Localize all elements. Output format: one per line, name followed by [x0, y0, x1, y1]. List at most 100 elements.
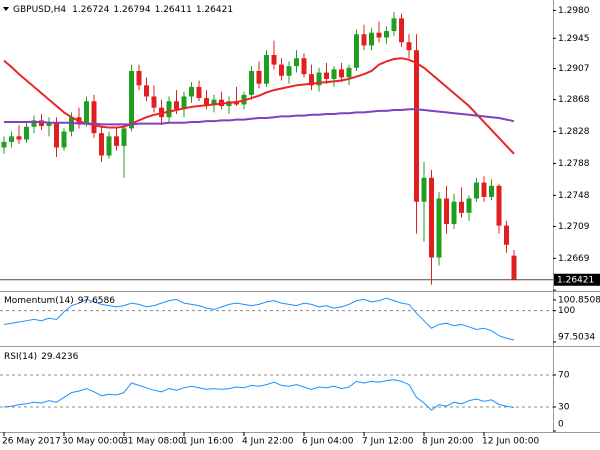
candle-body — [331, 69, 337, 79]
candle-body — [309, 74, 314, 86]
x-tick-label: 12 Jun 00:00 — [482, 437, 539, 447]
candle-body — [496, 185, 502, 226]
low-value: 1.26411 — [155, 5, 192, 15]
candle-body — [451, 201, 457, 225]
candle-body — [264, 55, 269, 84]
y-tick-label: 97.5034 — [558, 333, 595, 343]
x-tick-label: 4 Jun 22:00 — [242, 437, 294, 447]
candle-body — [481, 182, 487, 197]
candle-body — [144, 85, 149, 97]
x-tick-label: 8 Jun 20:00 — [422, 437, 474, 447]
current-price-label: 1.26421 — [557, 275, 594, 285]
y-tick-label: 1.2945 — [558, 34, 590, 44]
candle-body — [69, 117, 74, 132]
candle-body — [504, 225, 509, 245]
current-price-box — [554, 273, 600, 286]
candle-body — [61, 131, 67, 148]
candle-body — [436, 198, 442, 258]
chart-header: GBPUSD,H4 1.26724 1.26794 1.26411 1.26421 — [13, 5, 233, 15]
candle-body — [129, 70, 134, 129]
candle-body — [399, 18, 404, 43]
chart-title: GBPUSD,H4 — [13, 5, 66, 15]
candle-body — [459, 201, 464, 213]
candle-body — [211, 99, 217, 105]
indicator-line — [3, 297, 515, 341]
candle-body — [9, 136, 14, 142]
candle-body — [406, 42, 412, 51]
candle-body — [384, 31, 389, 38]
candle-body — [279, 64, 284, 76]
candle-body — [106, 136, 112, 156]
candle-body — [301, 58, 307, 75]
candle-body — [136, 70, 142, 86]
moving-average — [4, 108, 515, 126]
candle-body — [181, 96, 187, 110]
y-tick-label: 1.2868 — [558, 95, 590, 105]
candle-body — [271, 55, 277, 65]
y-tick-label: 1.2828 — [558, 127, 590, 137]
close-value: 1.26421 — [196, 5, 233, 15]
high-value: 1.26794 — [113, 5, 150, 15]
candle-body — [46, 121, 52, 126]
candle-body — [91, 101, 97, 134]
candle-body — [189, 86, 194, 97]
open-value: 1.26724 — [72, 5, 109, 15]
candle-body — [474, 182, 479, 199]
candle-body — [114, 136, 119, 146]
candle-body — [421, 177, 427, 202]
y-tick-label: 70 — [558, 371, 570, 381]
candle-body — [429, 177, 434, 258]
y-tick-label: 1.2748 — [558, 191, 590, 201]
candle-body — [1, 141, 7, 148]
x-tick-label: 7 Jun 12:00 — [362, 437, 414, 447]
indicator-value: 29.4236 — [41, 352, 78, 362]
candle-body — [511, 255, 517, 280]
candle-body — [16, 136, 22, 140]
candle-body — [369, 32, 374, 46]
candle-body — [294, 58, 299, 67]
candle-body — [316, 72, 322, 86]
x-tick-label: 26 May 2017 — [2, 437, 61, 447]
y-tick-label: 1.2709 — [558, 222, 590, 232]
indicator-value: 97.6586 — [78, 296, 115, 306]
candle-body — [151, 96, 157, 108]
indicator-header: Momentum(14) 97.6586 — [4, 296, 115, 306]
x-tick-label: 30 May 00:00 — [62, 437, 124, 447]
candle-body — [324, 72, 329, 79]
indicator-line — [3, 379, 515, 411]
candle-body — [174, 101, 179, 110]
y-tick-label: 1.2669 — [558, 254, 590, 264]
x-tick-label: 31 May 08:00 — [122, 437, 184, 447]
candle-body — [39, 120, 44, 126]
candle-body — [196, 86, 202, 99]
candle-body — [31, 120, 37, 127]
candle-body — [354, 34, 359, 68]
candle-body — [166, 101, 172, 118]
x-tick-label: 6 Jun 04:00 — [302, 437, 354, 447]
candle-body — [391, 18, 397, 32]
y-tick-label: 30 — [558, 403, 570, 413]
candle-body — [204, 98, 209, 105]
candle-body — [249, 70, 254, 95]
indicator-title: RSI(14) — [4, 352, 37, 362]
candle-body — [466, 198, 472, 213]
candle-body — [361, 34, 367, 46]
indicator-header: RSI(14) 29.4236 — [4, 352, 79, 362]
candle-body — [54, 121, 59, 148]
candle-body — [444, 198, 449, 225]
candle-body — [346, 67, 352, 78]
candle-body — [339, 69, 344, 78]
y-tick-label: 100.8508 — [558, 296, 600, 306]
y-tick-label: 0 — [558, 420, 564, 430]
y-tick-label: 1.2788 — [558, 159, 590, 169]
candle-body — [376, 32, 382, 38]
candle-body — [121, 128, 127, 146]
candle-body — [286, 66, 292, 76]
candle-body — [99, 133, 104, 156]
candle-body — [256, 70, 262, 84]
y-tick-label: 1.2907 — [558, 64, 590, 74]
candle-body — [414, 50, 419, 202]
